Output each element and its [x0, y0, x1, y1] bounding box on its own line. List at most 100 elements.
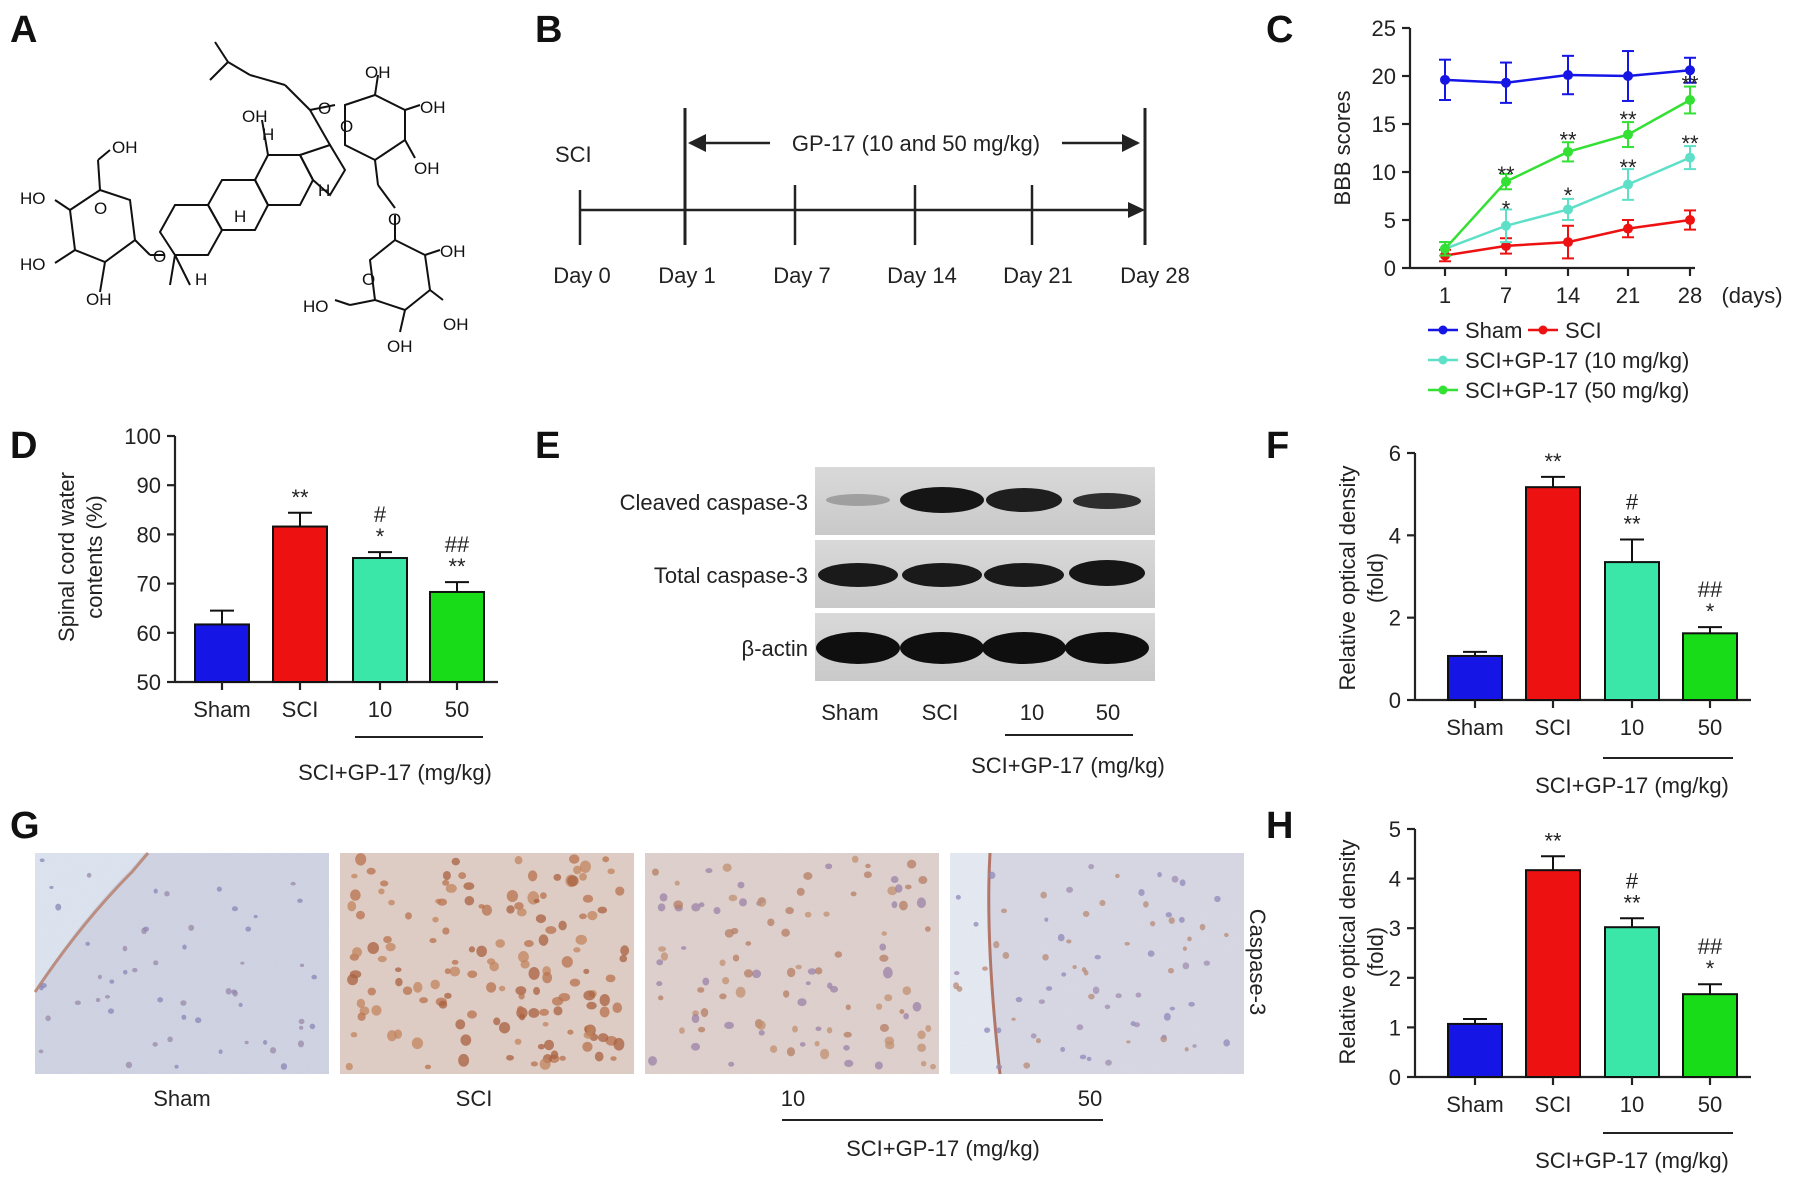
cell-nucleus	[719, 959, 726, 967]
cell-nucleus	[449, 966, 461, 977]
cell-nucleus	[656, 981, 663, 987]
cell-nucleus	[1168, 917, 1175, 924]
x-tick-label: 28	[1678, 283, 1702, 308]
cell-nucleus	[722, 863, 732, 872]
bar	[352, 557, 408, 683]
significance-mark: **	[448, 554, 466, 579]
y-tick-label: 100	[124, 424, 161, 449]
day-label: Day 7	[773, 263, 830, 288]
cell-nucleus	[182, 944, 187, 950]
atom-label: O	[362, 270, 375, 289]
lane-label: 10	[1020, 700, 1044, 725]
cell-nucleus	[1105, 1059, 1112, 1066]
cell-nucleus	[539, 1008, 549, 1016]
bar	[1447, 1022, 1503, 1078]
cell-nucleus	[537, 1043, 545, 1050]
category-label: SCI	[282, 697, 319, 722]
cell-nucleus	[351, 873, 358, 879]
cell-nucleus	[575, 934, 587, 945]
cell-nucleus	[527, 870, 538, 882]
bar	[1525, 869, 1581, 1079]
cell-nucleus	[195, 1017, 202, 1024]
cell-nucleus	[1124, 941, 1130, 946]
cell-nucleus	[906, 859, 917, 869]
ihc-group-label: SCI+GP-17 (mg/kg)	[846, 1136, 1040, 1161]
cell-nucleus	[567, 875, 579, 887]
cell-nucleus	[883, 966, 893, 979]
blot-label-actin: β-actin	[742, 636, 808, 661]
legend-marker-gp50	[1438, 385, 1448, 395]
y-tick-label: 80	[137, 522, 161, 547]
cell-nucleus	[379, 880, 389, 887]
cell-nucleus	[698, 902, 705, 908]
cell-nucleus	[49, 885, 54, 889]
y-axis-label: BBB scores	[1330, 91, 1355, 206]
cell-nucleus	[152, 1042, 158, 1047]
cell-nucleus	[181, 1014, 187, 1020]
data-point	[1685, 152, 1695, 163]
atom-label: OH	[443, 315, 469, 334]
y-tick-label: 90	[137, 473, 161, 498]
cell-nucleus	[444, 992, 452, 999]
cell-nucleus	[429, 938, 437, 944]
category-label: 50	[1698, 715, 1722, 740]
cell-nucleus	[620, 945, 630, 956]
cell-nucleus	[619, 954, 628, 963]
cell-nucleus	[371, 1005, 382, 1016]
treatment-timeline: SCI GP-17 (10 and 50 mg/kg) Day 0 Day 1 …	[553, 108, 1190, 288]
y-tick-label: 0	[1389, 1065, 1401, 1090]
cell-nucleus	[388, 899, 395, 906]
significance-mark: **	[1681, 72, 1699, 97]
cell-nucleus	[826, 1027, 833, 1034]
cell-nucleus	[884, 1036, 895, 1045]
cell-nucleus	[1086, 1056, 1092, 1062]
panel-label-e: E	[535, 425, 560, 467]
cell-nucleus	[1099, 899, 1106, 907]
cell-nucleus	[1015, 996, 1023, 1003]
legend-marker-gp10	[1438, 355, 1448, 365]
cell-nucleus	[1045, 986, 1053, 991]
cell-nucleus	[705, 868, 713, 874]
cell-nucleus	[612, 1002, 623, 1014]
data-point	[1563, 70, 1573, 81]
cell-nucleus	[1115, 873, 1120, 879]
cell-nucleus	[262, 1040, 268, 1045]
significance-mark: **	[1623, 511, 1641, 536]
atom-label: OH	[420, 98, 446, 117]
cell-nucleus	[737, 881, 745, 889]
cell-nucleus	[1179, 879, 1186, 887]
significance-mark: *	[376, 524, 385, 549]
legend-marker-sci	[1538, 325, 1548, 335]
cell-nucleus	[232, 990, 238, 997]
cell-nucleus	[796, 887, 805, 896]
y-tick-label: 2	[1389, 966, 1401, 991]
cell-nucleus	[930, 1063, 936, 1070]
day-label: Day 1	[658, 263, 715, 288]
cell-nucleus	[597, 1033, 609, 1043]
cell-nucleus	[444, 968, 451, 975]
cell-nucleus	[460, 1034, 472, 1046]
day-label: Day 28	[1120, 263, 1190, 288]
cell-nucleus	[594, 1051, 604, 1062]
timeline-arrowhead	[1128, 202, 1145, 218]
cell-nucleus	[1057, 933, 1065, 942]
cell-nucleus	[834, 951, 843, 958]
band	[986, 488, 1062, 512]
cell-nucleus	[1076, 1024, 1084, 1031]
cell-nucleus	[430, 979, 440, 990]
atom-label: H	[318, 181, 330, 200]
atom-label: H	[234, 207, 246, 226]
cell-nucleus	[679, 1027, 685, 1034]
cell-nucleus	[916, 897, 926, 909]
significance-mark: **	[291, 485, 309, 510]
lane-label: SCI	[922, 700, 959, 725]
cell-nucleus	[1178, 916, 1185, 923]
cell-nucleus	[419, 997, 428, 1004]
cell-nucleus	[467, 1010, 477, 1019]
significance-mark: #	[1626, 868, 1639, 893]
cell-nucleus	[599, 994, 610, 1007]
cell-nucleus	[876, 1003, 883, 1010]
cell-nucleus	[244, 1040, 249, 1045]
cell-nucleus	[437, 898, 448, 906]
significance-mark: ##	[445, 532, 470, 557]
